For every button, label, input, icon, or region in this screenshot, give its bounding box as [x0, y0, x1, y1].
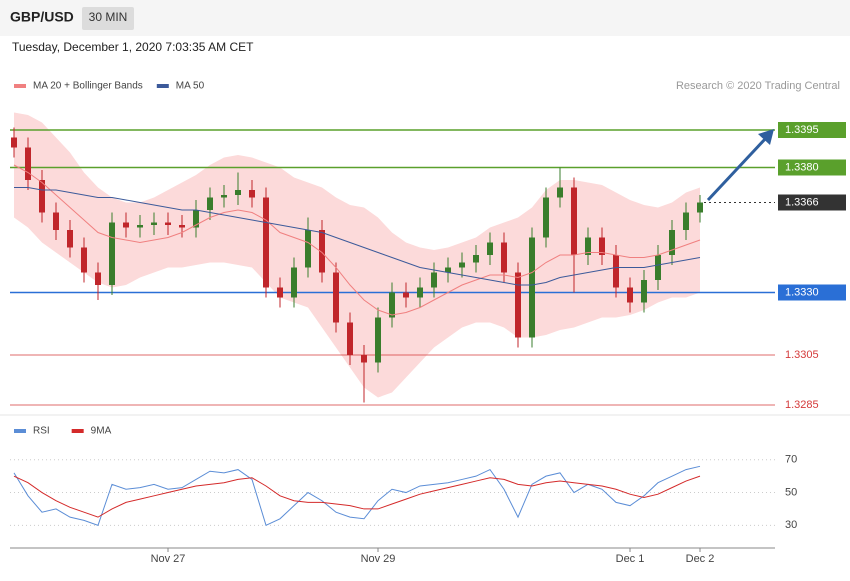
candle-body [81, 247, 87, 273]
candle-body [529, 237, 535, 338]
candle-body [151, 222, 157, 225]
level-label: 1.3330 [785, 286, 819, 298]
header-bar [0, 0, 850, 36]
level-label: 1.3395 [785, 124, 819, 136]
legend-swatch [14, 429, 26, 433]
candle-body [361, 355, 367, 363]
projection-arrow [706, 129, 774, 202]
candle-body [571, 187, 577, 255]
candle-body [165, 222, 171, 225]
bollinger-band [14, 112, 700, 398]
x-tick-label: Nov 29 [361, 553, 396, 565]
x-tick-label: Dec 2 [686, 553, 715, 565]
candle-body [305, 230, 311, 268]
candle-body [347, 322, 353, 355]
candle-body [207, 197, 213, 210]
candle-body [389, 292, 395, 318]
candle-body [543, 197, 549, 238]
candle-body [179, 225, 185, 228]
candle-body [515, 272, 521, 338]
indicator-line [13, 465, 701, 527]
candle-body [585, 237, 591, 255]
candle-body [25, 147, 31, 180]
candle-body [249, 190, 255, 198]
candle-body [319, 230, 325, 273]
candle-body [459, 262, 465, 268]
level-label: 1.3285 [785, 399, 819, 411]
candle-body [599, 237, 605, 255]
candle-body [53, 212, 59, 230]
legend-label: RSI [33, 426, 50, 437]
candle-body [333, 272, 339, 323]
candle-body [655, 255, 661, 280]
source: Research © 2020 Trading Central [676, 80, 840, 92]
candle-body [67, 230, 73, 248]
legend-label: MA 50 [176, 81, 205, 92]
candle-body [641, 280, 647, 303]
candle-body [95, 272, 101, 285]
candle-body [193, 210, 199, 228]
candle-body [137, 225, 143, 228]
level-box [778, 284, 846, 301]
candle-body [613, 255, 619, 288]
level-label: 1.3380 [785, 161, 819, 173]
ma-line [13, 164, 701, 316]
candle-body [39, 180, 45, 213]
candle-body [291, 267, 297, 298]
x-tick-label: Nov 27 [151, 553, 186, 565]
timeframe-button[interactable] [82, 7, 134, 30]
candle-body [669, 230, 675, 255]
y-tick-label: 50 [785, 486, 797, 498]
ma-line [14, 187, 701, 286]
candle-body [11, 137, 17, 148]
level-box [778, 194, 846, 211]
symbol: GBP/USD [10, 9, 74, 25]
legend-swatch [156, 84, 169, 88]
candle-body [277, 287, 283, 298]
legend-swatch [71, 429, 84, 433]
candle-body [697, 202, 703, 213]
candle-body [473, 255, 479, 263]
candle-body [109, 222, 115, 285]
candle-body [487, 242, 493, 255]
level-label: 1.3305 [785, 349, 819, 361]
candle-body [123, 222, 129, 228]
candle-body [417, 287, 423, 298]
legend-label: 9MA [91, 426, 112, 437]
y-tick-label: 30 [785, 519, 797, 531]
level-box [778, 122, 846, 138]
arrow-head [758, 129, 774, 145]
timeframe[interactable]: 30 MIN [89, 10, 128, 24]
candle-body [683, 212, 689, 230]
x-tick-label: Dec 1 [616, 553, 645, 565]
candle-body [375, 317, 381, 363]
legend-label: MA 20 + Bollinger Bands [33, 81, 143, 92]
candle-body [403, 292, 409, 298]
indicator-line [13, 475, 701, 518]
candle-body [501, 242, 507, 273]
candle-body [557, 187, 563, 198]
candle-body [627, 287, 633, 303]
candle-body [263, 197, 269, 288]
candle-body [431, 272, 437, 288]
level-box [778, 159, 846, 176]
y-tick-label: 70 [785, 454, 797, 466]
legend-swatch [14, 84, 26, 88]
timestamp: Tuesday, December 1, 2020 7:03:35 AM CET [12, 40, 254, 54]
candle-body [445, 267, 451, 273]
candle-body [235, 190, 241, 195]
candle-body [221, 195, 227, 198]
arrow-shaft [706, 136, 768, 202]
level-label: 1.3366 [785, 196, 819, 208]
